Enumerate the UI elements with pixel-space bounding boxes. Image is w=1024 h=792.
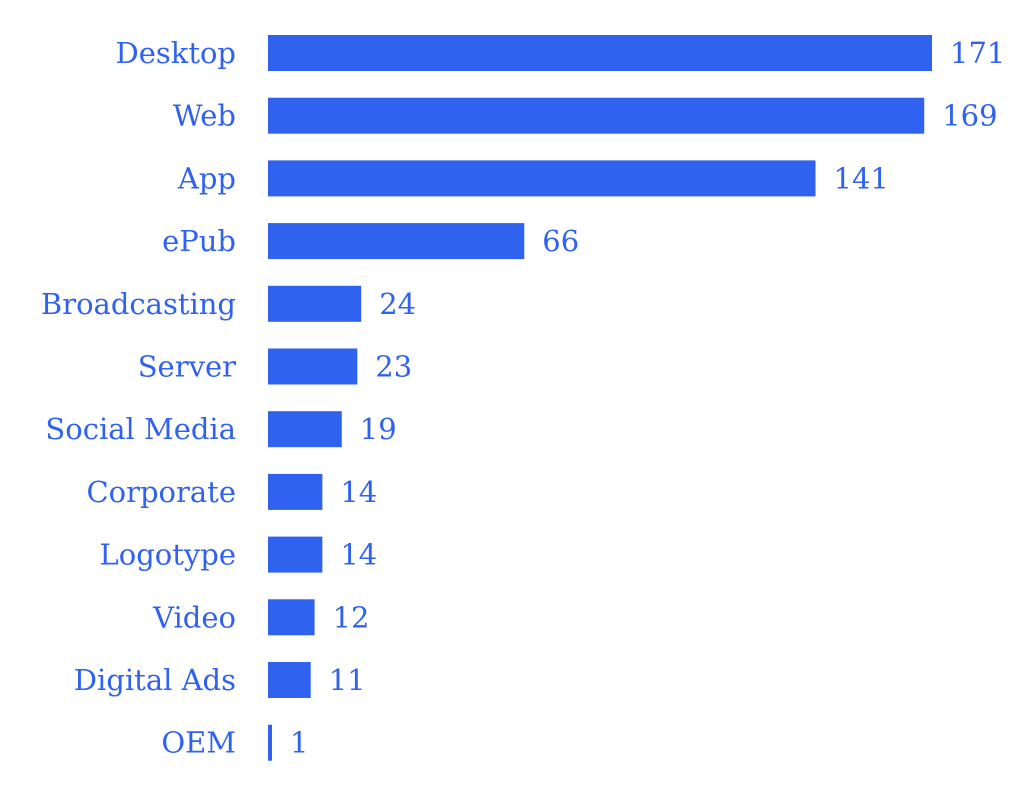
- category-label-corporate: Corporate: [86, 475, 236, 509]
- category-label-desktop: Desktop: [115, 36, 236, 70]
- bars-group: [268, 35, 932, 761]
- category-label-broadcasting: Broadcasting: [41, 287, 236, 321]
- value-label-corporate: 14: [340, 475, 377, 509]
- category-label-social-media: Social Media: [45, 412, 236, 446]
- bar-desktop: [268, 35, 932, 71]
- value-label-app: 141: [834, 161, 889, 195]
- value-label-logotype: 14: [340, 538, 377, 572]
- bar-app: [268, 160, 816, 197]
- bar-oem: [268, 724, 272, 761]
- category-label-video: Video: [152, 600, 236, 634]
- bar-server: [268, 348, 358, 385]
- value-label-oem: 1: [290, 726, 308, 760]
- category-label-logotype: Logotype: [99, 538, 236, 572]
- category-label-server: Server: [138, 350, 236, 384]
- bar-logotype: [268, 536, 323, 573]
- value-label-digital-ads: 11: [329, 663, 366, 697]
- value-label-server: 23: [375, 350, 412, 384]
- category-label-epub: ePub: [162, 224, 236, 258]
- bar-epub: [268, 223, 525, 260]
- category-labels: Desktop Web App ePub Broadcasting Server Socia…: [41, 36, 236, 760]
- bar-video: [268, 599, 315, 636]
- category-label-digital-ads: Digital Ads: [74, 663, 236, 697]
- value-label-epub: 66: [542, 224, 579, 258]
- value-label-social-media: 19: [360, 412, 397, 446]
- bar-broadcasting: [268, 285, 362, 322]
- category-label-oem: OEM: [161, 726, 236, 760]
- bar-digital-ads: [268, 662, 311, 698]
- bar-social-media: [268, 411, 342, 448]
- value-label-desktop: 171: [950, 36, 1005, 70]
- value-label-broadcasting: 24: [379, 287, 416, 321]
- category-label-app: App: [177, 161, 236, 195]
- value-label-video: 12: [333, 600, 370, 634]
- bar-web: [268, 97, 925, 134]
- category-label-web: Web: [173, 99, 236, 133]
- value-label-web: 169: [942, 99, 997, 133]
- bar-corporate: [268, 473, 323, 510]
